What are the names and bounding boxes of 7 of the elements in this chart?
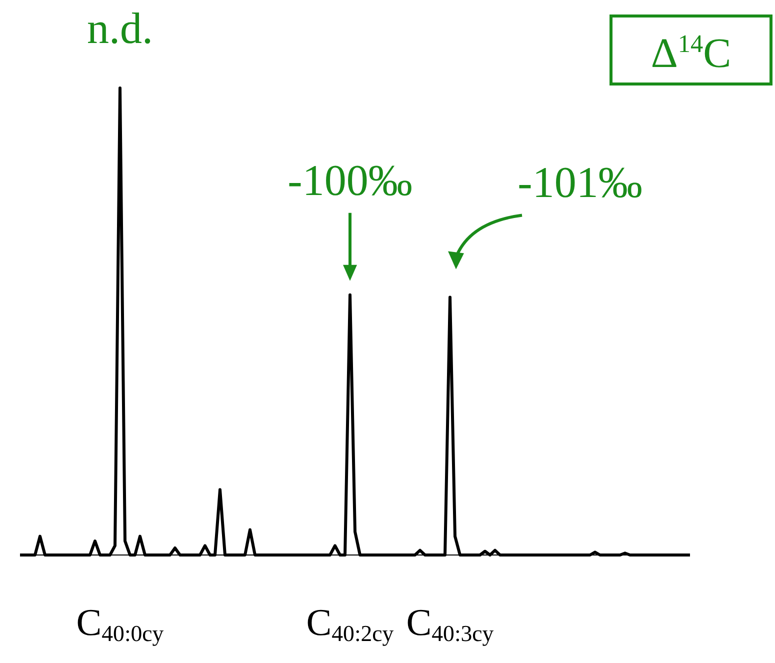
annotation: -100‰: [288, 156, 412, 205]
annotation: n.d.: [87, 4, 153, 53]
x-tick-label: C$_{40:2cy}$: [306, 602, 394, 646]
x-tick-label: C$_{40:0cy}$: [76, 602, 164, 646]
annotation: -101‰: [518, 158, 642, 208]
chart-title: Δ$^{14}$C: [650, 31, 732, 77]
x-tick-label: C$_{40:3cy}$: [406, 602, 494, 646]
